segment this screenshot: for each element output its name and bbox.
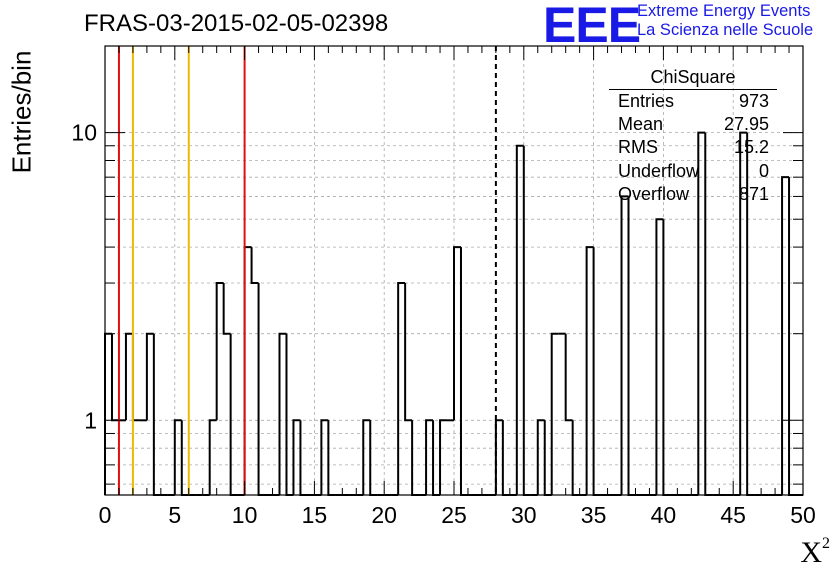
histogram-bin	[739, 131, 748, 495]
histogram-bin	[397, 282, 406, 495]
x-tick-label: 30	[511, 502, 537, 528]
x-tick-label: 50	[790, 502, 816, 528]
histogram-bin	[215, 282, 224, 421]
histogram-bin	[229, 333, 238, 496]
x-tick-label: 25	[441, 502, 467, 528]
histogram-bin	[781, 176, 790, 495]
stats-row: Overflow 871	[609, 183, 777, 206]
x-tick-label: 0	[99, 502, 112, 528]
logo-text: Extreme Energy Events La Scienza nelle S…	[637, 2, 813, 40]
eee-logo: EEE	[543, 0, 641, 53]
histogram-bin	[278, 332, 287, 495]
histogram-bin	[662, 219, 671, 496]
histogram-bin	[585, 246, 594, 495]
x-axis-label-sup: 2	[822, 535, 830, 552]
axes: 0 5 10 15 20 25 30 35 40 45 50 1 10	[71, 45, 816, 528]
histogram-bin	[110, 333, 119, 422]
stats-row: Entries 973	[609, 90, 777, 113]
x-tick-label: 35	[581, 502, 607, 528]
histogram-bin	[620, 195, 629, 495]
histogram-bin	[145, 332, 154, 421]
x-tick-label: 10	[232, 502, 258, 528]
stats-label: Entries	[618, 91, 675, 111]
histogram-bin	[453, 246, 461, 421]
histogram-bin	[173, 419, 182, 495]
x-axis-label-base: X	[800, 536, 822, 569]
histogram-bin	[320, 419, 329, 495]
stats-value: 973	[738, 91, 769, 111]
histogram-bin	[404, 283, 413, 422]
histogram-bin	[655, 218, 664, 495]
stats-row: RMS 15.2	[609, 136, 777, 159]
x-axis-label: X2	[800, 535, 830, 570]
stats-title: ChiSquare	[609, 66, 777, 90]
stats-row: Underflow 0	[609, 160, 777, 183]
histogram-bin	[536, 419, 545, 495]
y-axis-label: Entries/bin	[6, 50, 37, 174]
histogram-bin	[788, 177, 797, 496]
stats-label: Underflow	[618, 160, 700, 181]
histogram-bin	[515, 144, 524, 495]
histogram-bin	[697, 131, 706, 495]
histogram-bin	[564, 333, 573, 422]
histogram-bin	[257, 283, 266, 496]
histogram-bin	[439, 419, 448, 495]
x-tick-label: 45	[720, 502, 746, 528]
logo-line-2: La Scienza nelle Scuole	[637, 21, 814, 39]
histogram-bin	[222, 283, 231, 335]
histogram-bin	[592, 247, 601, 496]
histogram-bin	[250, 247, 259, 285]
stats-box: ChiSquare Entries 973 Mean 27.95 RMS 15.2 U…	[609, 66, 777, 206]
stats-value: 0	[758, 160, 769, 181]
histogram-bin	[152, 333, 161, 496]
histogram-bin	[208, 419, 217, 495]
stats-value: 15.2	[733, 137, 769, 158]
stats-value: 27.95	[723, 114, 769, 135]
logo-line-1: Extreme Energy Events	[637, 2, 811, 20]
stats-row: Mean 27.95	[609, 113, 777, 136]
y-tick-label: 1	[84, 407, 97, 433]
histogram-bin	[425, 419, 434, 495]
histogram-bin	[243, 246, 252, 495]
histogram-bin	[459, 247, 468, 496]
histogram-bin	[522, 145, 531, 496]
stats-label: Overflow	[618, 183, 690, 204]
histogram-bin	[131, 333, 140, 422]
stats-value: 871	[738, 183, 769, 204]
x-tick-label: 15	[302, 502, 328, 528]
x-tick-label: 5	[168, 502, 181, 528]
histogram-bin	[550, 332, 559, 495]
x-tick-label: 40	[651, 502, 677, 528]
histogram-bin	[292, 419, 301, 495]
histogram-bin	[362, 419, 371, 495]
histogram-bin	[627, 196, 636, 496]
x-tick-label: 20	[371, 502, 397, 528]
histogram-bin	[104, 332, 112, 495]
stats-label: RMS	[618, 137, 658, 158]
plot-title: FRAS-03-2015-02-05-02398	[84, 10, 389, 37]
y-tick-label: 10	[71, 120, 97, 146]
stats-label: Mean	[618, 114, 664, 135]
histogram-bin	[285, 333, 294, 496]
histogram-bin	[124, 332, 133, 421]
